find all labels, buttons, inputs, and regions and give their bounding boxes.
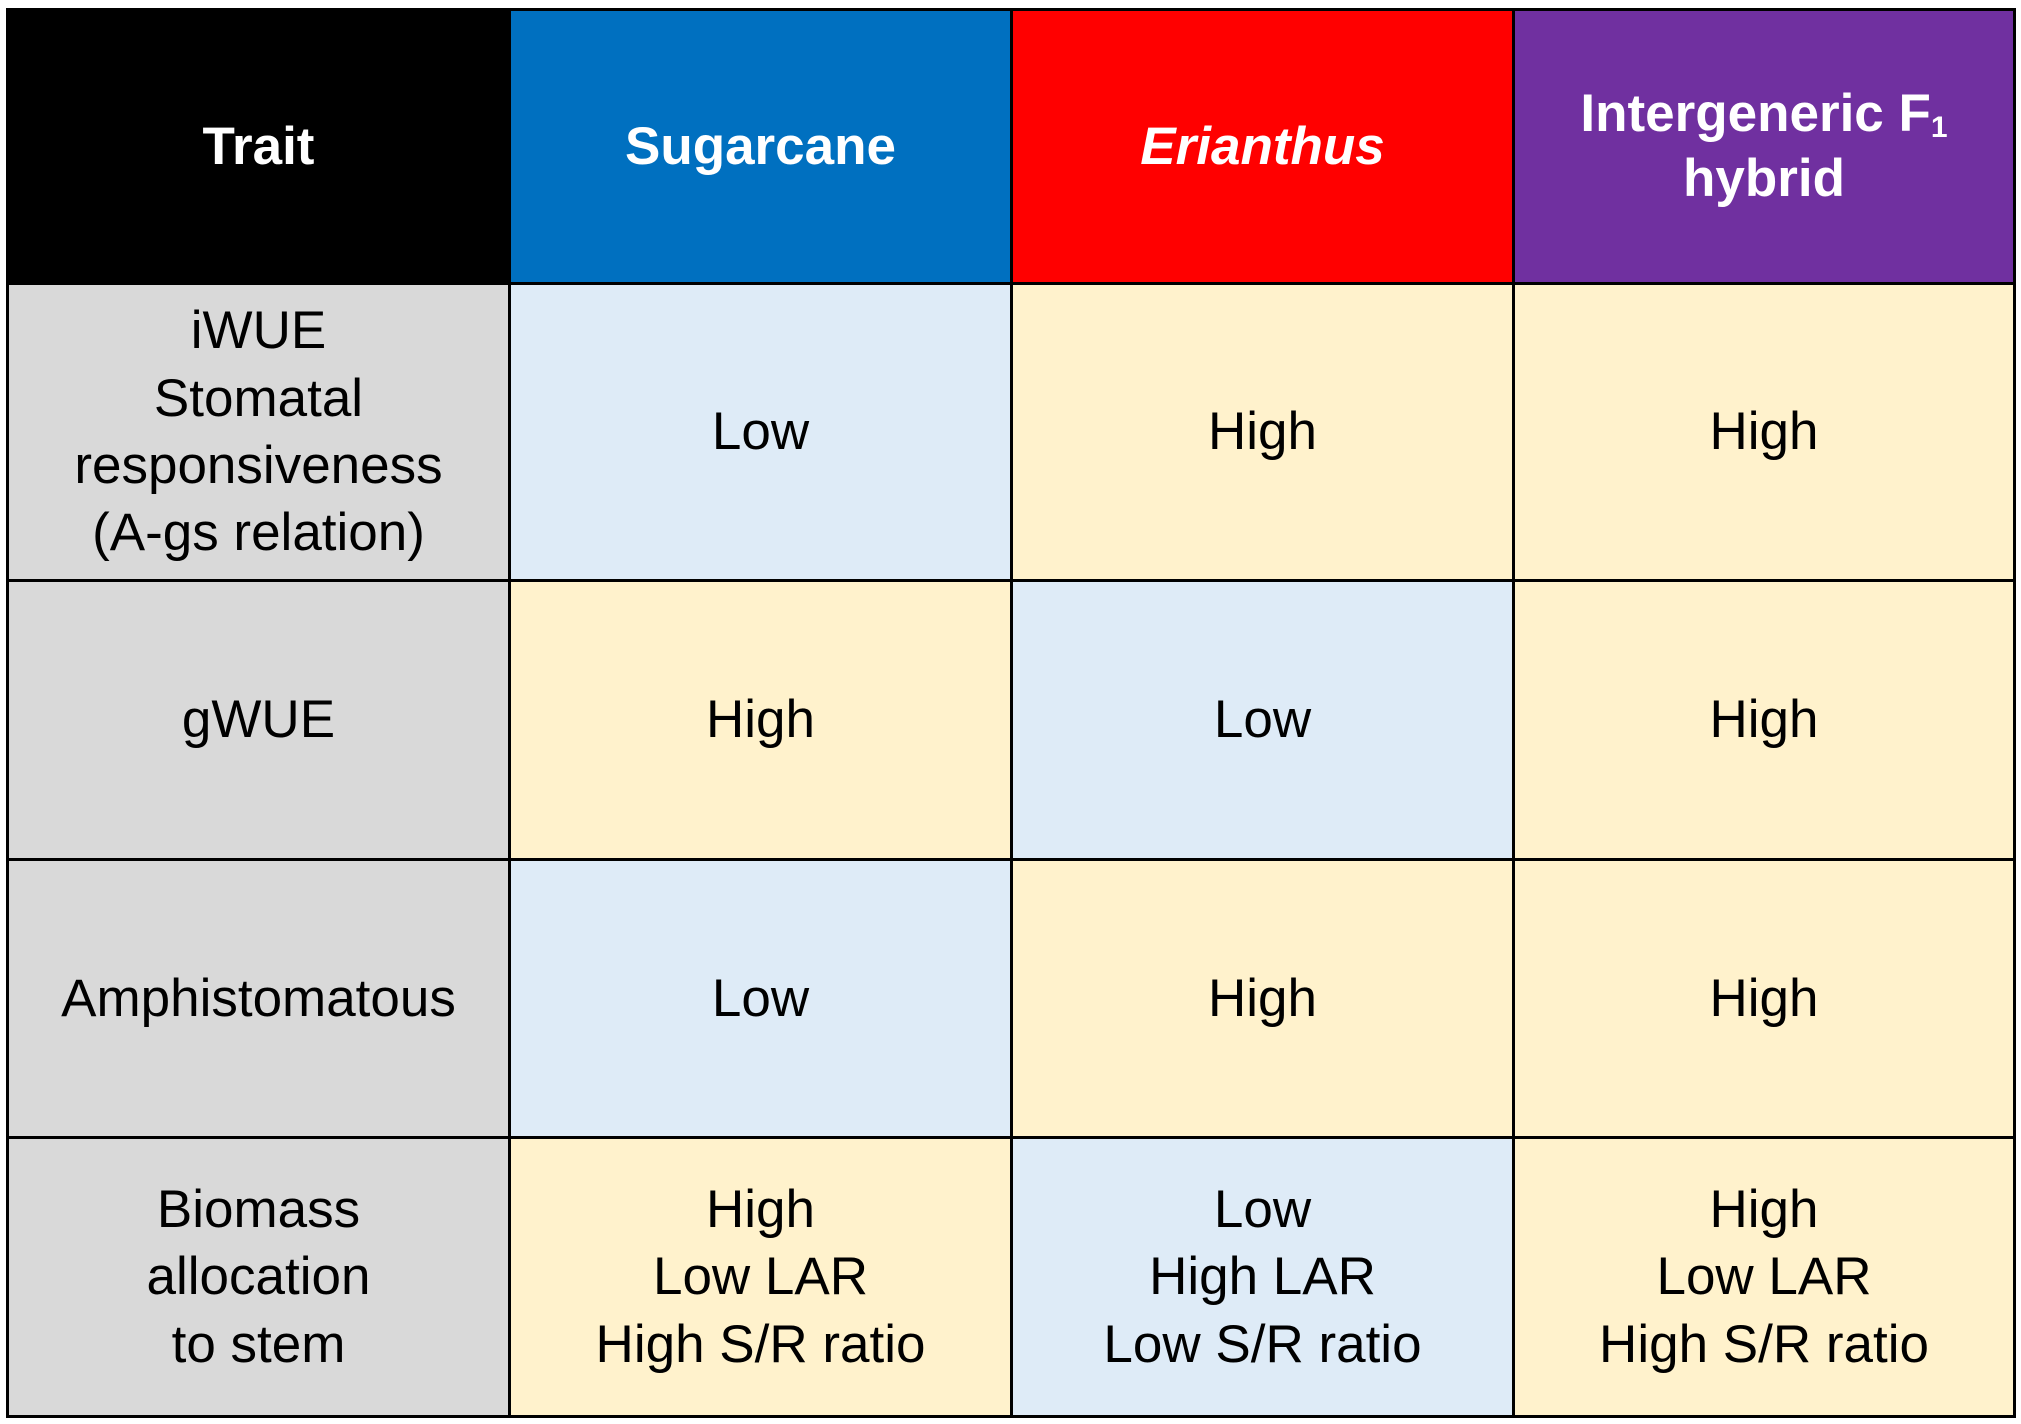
cell-line: Stomatal bbox=[153, 368, 364, 428]
erianthus-cell: High bbox=[1010, 282, 1515, 582]
table-row: gWUE High Low High bbox=[6, 578, 2016, 861]
trait-cell: Amphistomatous bbox=[6, 857, 511, 1140]
erianthus-cell: Low bbox=[1010, 578, 1515, 861]
cell-line: Amphistomatous bbox=[61, 968, 456, 1028]
header-hybrid-line1: Intergeneric F1 bbox=[1525, 82, 2003, 147]
header-erianthus: Erianthus bbox=[1010, 8, 1515, 285]
header-hybrid-text: Intergeneric F bbox=[1580, 83, 1931, 143]
hybrid-cell: High Low LAR High S/R ratio bbox=[1512, 1136, 2016, 1418]
header-hybrid-subscript: 1 bbox=[1930, 110, 1948, 144]
sugarcane-cell: Low bbox=[508, 282, 1013, 582]
cell-line: gWUE bbox=[181, 690, 336, 750]
cell-line: High S/R ratio bbox=[1599, 1314, 1929, 1374]
cell-line: High bbox=[1709, 968, 1819, 1028]
hybrid-cell: High bbox=[1512, 578, 2016, 861]
erianthus-cell: High bbox=[1010, 857, 1515, 1140]
sugarcane-cell: Low bbox=[508, 857, 1013, 1140]
cell-line: High bbox=[1207, 402, 1317, 462]
header-sugarcane: Sugarcane bbox=[508, 8, 1013, 285]
cell-line: Low LAR bbox=[652, 1247, 869, 1307]
cell-line: iWUE bbox=[190, 301, 327, 361]
cell-line: responsiveness bbox=[74, 435, 443, 495]
cell-line: allocation bbox=[146, 1247, 371, 1307]
header-hybrid-line2: hybrid bbox=[1683, 148, 1845, 208]
trait-cell: iWUE Stomatal responsiveness (A-gs relat… bbox=[6, 282, 511, 582]
cell-line: High LAR bbox=[1149, 1247, 1376, 1307]
trait-cell: gWUE bbox=[6, 578, 511, 861]
cell-line: High bbox=[1709, 402, 1819, 462]
table-row: iWUE Stomatal responsiveness (A-gs relat… bbox=[6, 282, 2016, 582]
cell-line: Biomass bbox=[156, 1180, 361, 1240]
trait-comparison-table: Trait Sugarcane Erianthus Intergeneric F… bbox=[6, 8, 2016, 1418]
cell-line: (A-gs relation) bbox=[92, 503, 425, 563]
hybrid-cell: High bbox=[1512, 857, 2016, 1140]
cell-line: Low bbox=[711, 968, 810, 1028]
cell-line: High bbox=[705, 1180, 815, 1240]
cell-line: Low bbox=[1213, 690, 1312, 750]
cell-line: High bbox=[1207, 968, 1317, 1028]
sugarcane-cell: High bbox=[508, 578, 1013, 861]
sugarcane-cell: High Low LAR High S/R ratio bbox=[508, 1136, 1013, 1418]
erianthus-cell: Low High LAR Low S/R ratio bbox=[1010, 1136, 1515, 1418]
cell-line: Low bbox=[711, 402, 810, 462]
cell-line: High S/R ratio bbox=[595, 1314, 926, 1374]
cell-line: High bbox=[1709, 690, 1819, 750]
cell-line: Low S/R ratio bbox=[1103, 1314, 1422, 1374]
cell-line: Low LAR bbox=[1656, 1247, 1872, 1307]
header-trait: Trait bbox=[6, 8, 511, 285]
cell-line: High bbox=[705, 690, 815, 750]
hybrid-cell: High bbox=[1512, 282, 2016, 582]
cell-line: High bbox=[1709, 1180, 1819, 1240]
table-row: Amphistomatous Low High High bbox=[6, 857, 2016, 1140]
table-row: Biomass allocation to stem High Low LAR … bbox=[6, 1136, 2016, 1418]
cell-line: Low bbox=[1213, 1180, 1312, 1240]
header-row: Trait Sugarcane Erianthus Intergeneric F… bbox=[6, 8, 2016, 285]
header-intergeneric-hybrid: Intergeneric F1 hybrid bbox=[1512, 8, 2016, 285]
trait-cell: Biomass allocation to stem bbox=[6, 1136, 511, 1418]
cell-line: to stem bbox=[171, 1314, 346, 1374]
